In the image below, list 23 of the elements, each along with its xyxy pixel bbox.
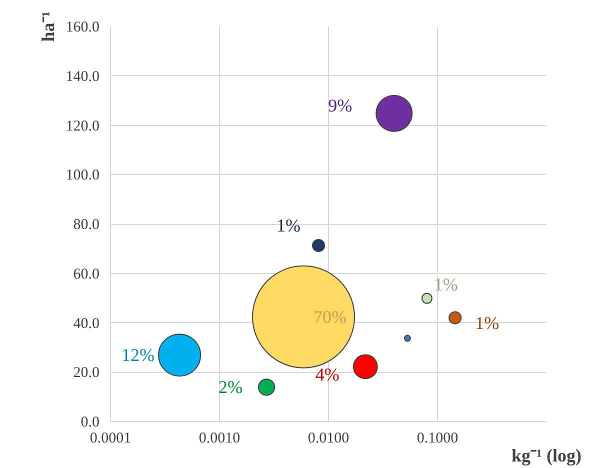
y-tick-label: 160.0: [66, 20, 100, 36]
annotation: 1%: [276, 215, 300, 236]
annotation: 70%: [314, 306, 347, 327]
annotation: 12%: [122, 345, 155, 366]
y-axis-title: ha⁻¹: [38, 11, 58, 42]
y-tick-label: 40.0: [73, 316, 100, 332]
annotation: 1%: [475, 312, 500, 333]
y-tick-label: 100.0: [66, 168, 100, 184]
annotation: 9%: [328, 95, 352, 116]
y-tick-label: 20.0: [73, 365, 100, 382]
x-axis-title: kg⁻¹ (log): [512, 446, 582, 466]
y-tick-label: 120.0: [66, 118, 100, 134]
annotation: 1%: [434, 274, 458, 294]
x-tick-label: 0.0001: [90, 430, 132, 446]
y-tick-label: 60.0: [73, 266, 100, 282]
x-tick-label: 0.1000: [416, 430, 458, 446]
annotation: 2%: [218, 377, 242, 398]
y-tick-label: 80.0: [73, 217, 100, 233]
x-tick-label: 0.0010: [198, 430, 240, 446]
x-tick-label: 0.0100: [308, 430, 350, 446]
y-tick-label: 0.0: [80, 414, 100, 430]
y-tick-label: 140.0: [66, 68, 100, 85]
annotation: 4%: [315, 364, 340, 385]
